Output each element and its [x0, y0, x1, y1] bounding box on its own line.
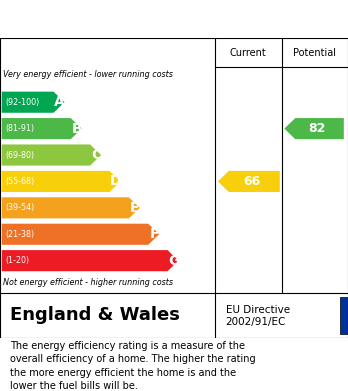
Text: The energy efficiency rating is a measure of the
overall efficiency of a home. T: The energy efficiency rating is a measur… — [10, 341, 256, 391]
Text: (1-20): (1-20) — [5, 256, 29, 265]
Polygon shape — [2, 171, 120, 192]
Text: E: E — [130, 201, 140, 215]
Text: 66: 66 — [244, 175, 261, 188]
Text: (39-54): (39-54) — [5, 203, 34, 212]
Text: Current: Current — [230, 48, 267, 57]
Text: Potential: Potential — [293, 48, 336, 57]
Bar — [340, 297, 348, 334]
Text: 2002/91/EC: 2002/91/EC — [226, 317, 286, 327]
Text: A: A — [54, 95, 65, 109]
Text: England & Wales: England & Wales — [10, 307, 180, 325]
Text: EU Directive: EU Directive — [226, 305, 290, 315]
Text: (81-91): (81-91) — [5, 124, 34, 133]
Text: (21-38): (21-38) — [5, 230, 34, 239]
Text: D: D — [110, 174, 121, 188]
Polygon shape — [2, 144, 101, 166]
Text: Not energy efficient - higher running costs: Not energy efficient - higher running co… — [3, 278, 174, 287]
Polygon shape — [2, 250, 179, 271]
Polygon shape — [2, 118, 82, 139]
Polygon shape — [2, 224, 159, 245]
Polygon shape — [2, 197, 140, 219]
Polygon shape — [2, 91, 64, 113]
Text: (55-68): (55-68) — [5, 177, 34, 186]
Text: Energy Efficiency Rating: Energy Efficiency Rating — [10, 10, 239, 28]
Text: 82: 82 — [309, 122, 326, 135]
Text: Very energy efficient - lower running costs: Very energy efficient - lower running co… — [3, 70, 173, 79]
Text: C: C — [91, 148, 101, 162]
Text: B: B — [71, 122, 82, 136]
Polygon shape — [218, 171, 280, 192]
Text: (69-80): (69-80) — [5, 151, 34, 160]
Text: (92-100): (92-100) — [5, 98, 39, 107]
Text: G: G — [168, 254, 179, 268]
Text: F: F — [150, 227, 159, 241]
Polygon shape — [284, 118, 344, 139]
